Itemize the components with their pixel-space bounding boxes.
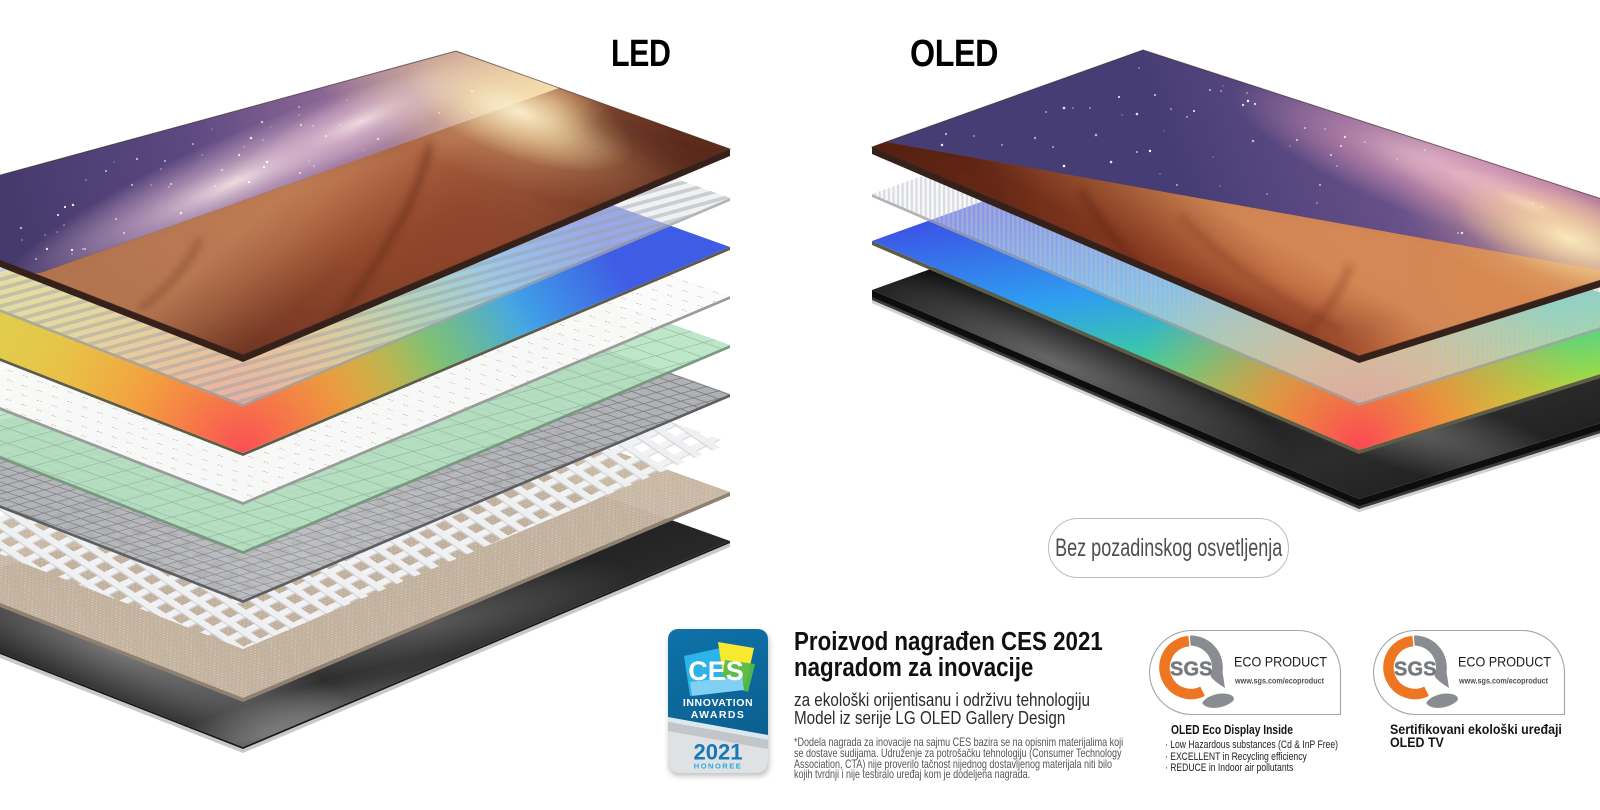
svg-text:HONOREE: HONOREE — [694, 762, 742, 771]
svg-text:SGS: SGS — [1170, 659, 1212, 681]
svg-text:AWARDS: AWARDS — [691, 709, 746, 721]
svg-text:CES: CES — [688, 656, 744, 686]
svg-text:www.sgs.com/ecoproduct: www.sgs.com/ecoproduct — [1458, 676, 1548, 686]
svg-text:2021: 2021 — [694, 740, 743, 765]
svg-text:INNOVATION: INNOVATION — [683, 697, 753, 709]
svg-text:www.sgs.com/ecoproduct: www.sgs.com/ecoproduct — [1234, 676, 1324, 686]
svg-text:SGS: SGS — [1394, 659, 1436, 681]
svg-text:ECO PRODUCT: ECO PRODUCT — [1234, 654, 1327, 670]
svg-text:ECO PRODUCT: ECO PRODUCT — [1458, 654, 1551, 670]
